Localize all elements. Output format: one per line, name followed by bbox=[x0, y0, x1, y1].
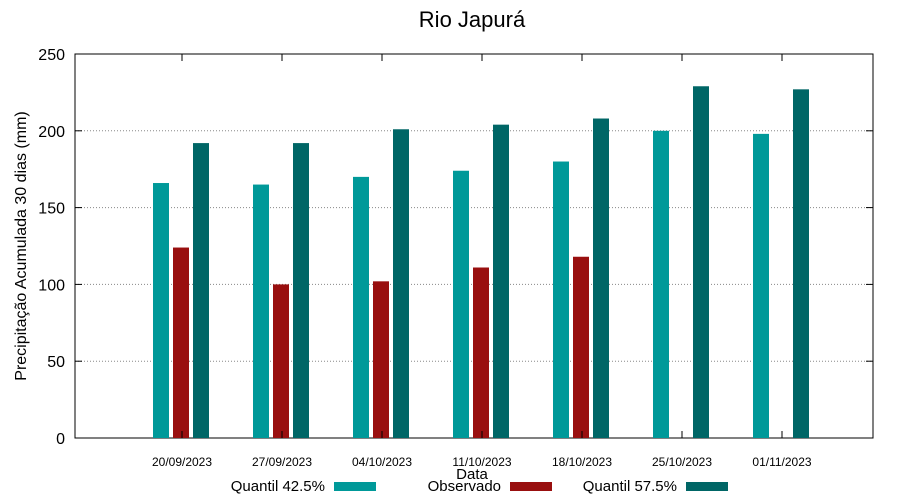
y-tick-label: 50 bbox=[47, 354, 65, 371]
y-tick-label: 100 bbox=[38, 277, 65, 294]
legend-label: Quantil 57.5% bbox=[583, 478, 677, 495]
bar bbox=[153, 183, 169, 438]
x-tick-label: 04/10/2023 bbox=[352, 455, 412, 469]
x-tick-label: 20/09/2023 bbox=[152, 455, 212, 469]
y-tick-label: 200 bbox=[38, 124, 65, 141]
bar bbox=[193, 143, 209, 438]
x-tick-label: 11/10/2023 bbox=[452, 455, 511, 469]
bar bbox=[393, 129, 409, 438]
bar bbox=[593, 118, 609, 439]
legend: Quantil 42.5% Observado Quantil 57.5% bbox=[231, 478, 728, 495]
bar bbox=[253, 184, 269, 438]
y-tick-label: 250 bbox=[38, 47, 65, 64]
y-tick-label: 150 bbox=[38, 201, 65, 218]
x-axis-label: Data bbox=[456, 466, 488, 483]
bar bbox=[173, 247, 189, 438]
legend-label: Quantil 42.5% bbox=[231, 478, 325, 495]
bar bbox=[653, 130, 669, 439]
bar bbox=[453, 170, 469, 438]
y-axis-ticks: 0 50 100 150 200 250 bbox=[38, 47, 873, 448]
legend-swatch bbox=[686, 482, 728, 491]
bar bbox=[493, 124, 509, 438]
bar bbox=[573, 256, 589, 438]
legend-label: Observado bbox=[428, 478, 501, 495]
bar bbox=[753, 133, 769, 438]
x-tick-label: 27/09/2023 bbox=[252, 455, 312, 469]
bar bbox=[693, 86, 709, 439]
bar bbox=[293, 143, 309, 438]
legend-swatch bbox=[334, 482, 376, 491]
y-axis-label: Precipitação Acumulada 30 dias (mm) bbox=[13, 111, 30, 380]
bars bbox=[153, 86, 809, 439]
x-tick-label: 18/10/2023 bbox=[552, 455, 612, 469]
bar bbox=[793, 89, 809, 438]
x-tick-label: 01/11/2023 bbox=[752, 455, 811, 469]
x-axis-ticks: 20/09/2023 27/09/2023 04/10/2023 11/10/2023… bbox=[152, 54, 812, 469]
bar bbox=[473, 267, 489, 438]
y-tick-label: 0 bbox=[56, 431, 65, 448]
bar bbox=[553, 161, 569, 438]
bar bbox=[373, 281, 389, 438]
x-tick-label: 25/10/2023 bbox=[652, 455, 712, 469]
legend-swatch bbox=[510, 482, 552, 491]
bar bbox=[353, 176, 369, 438]
bar bbox=[273, 284, 289, 438]
chart-title: Rio Japurá bbox=[419, 7, 526, 32]
